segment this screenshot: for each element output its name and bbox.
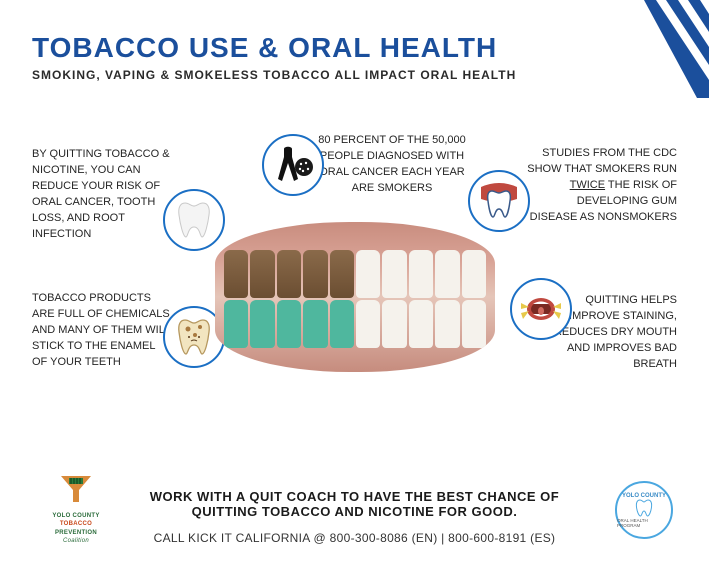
tooth-gum-disease-icon <box>468 170 530 232</box>
fact-chemicals-enamel: TOBACCO PRODUCTS ARE FULL OF CHEMICALS A… <box>32 291 172 371</box>
ribbon-cell-icon <box>262 134 324 196</box>
corner-stripe-decoration <box>644 0 709 98</box>
header: TOBACCO USE & ORAL HEALTH SMOKING, VAPIN… <box>32 32 516 82</box>
open-mouth-breath-icon <box>510 278 572 340</box>
page-title: TOBACCO USE & ORAL HEALTH <box>32 32 516 64</box>
fact-gum-disease-stat: STUDIES FROM THE CDC SHOW THAT SMOKERS R… <box>527 146 677 226</box>
tooth-healthy-icon <box>163 189 225 251</box>
footer: WORK WITH A QUIT COACH TO HAVE THE BEST … <box>32 489 677 545</box>
cta-text: WORK WITH A QUIT COACH TO HAVE THE BEST … <box>132 489 577 519</box>
fact-quitting-reduces-risk: BY QUITTING TOBACCO & NICOTINE, YOU CAN … <box>32 147 172 243</box>
logo-right-line2: ORAL HEALTH PROGRAM <box>617 518 671 528</box>
mouth-comparison-image <box>215 222 495 372</box>
fact3-pre: STUDIES FROM THE CDC SHOW THAT SMOKERS R… <box>527 147 677 175</box>
fact-oral-cancer-stat: 80 PERCENT OF THE 50,000 PEOPLE DIAGNOSE… <box>317 133 467 197</box>
oral-health-program-logo: YOLO COUNTY ORAL HEALTH PROGRAM <box>615 481 673 539</box>
fact3-underline: TWICE <box>570 179 605 191</box>
phone-line: CALL KICK IT CALIFORNIA @ 800-300-8086 (… <box>32 531 677 545</box>
page-subtitle: SMOKING, VAPING & SMOKELESS TOBACCO ALL … <box>32 68 516 82</box>
